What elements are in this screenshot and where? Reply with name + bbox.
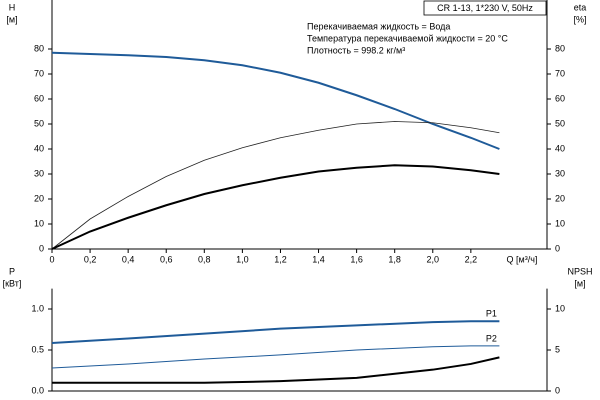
y2-tick-label: 5 — [555, 344, 560, 354]
y-tick-label: 80 — [34, 43, 44, 53]
y-tick-label: 0.5 — [31, 344, 44, 354]
y2-axis-unit: [%] — [573, 14, 586, 24]
x-tick-label: 1,0 — [236, 254, 249, 264]
annotation: Температура перекачиваемой жидкости = 20… — [307, 33, 508, 43]
y2-tick-label: 0 — [555, 243, 560, 253]
y2-axis-label: eta — [574, 2, 587, 12]
series-line — [51, 164, 500, 250]
series-line — [51, 345, 500, 369]
annotation: Плотность = 998.2 кг/м³ — [307, 45, 405, 55]
y-tick-label: 20 — [34, 193, 44, 203]
y-tick-label: 0.0 — [31, 385, 44, 395]
y2-tick-label: 30 — [555, 168, 565, 178]
x-axis-label: Q [м³/ч] — [507, 254, 538, 264]
y2-tick-label: 60 — [555, 93, 565, 103]
y-tick-label: 10 — [34, 218, 44, 228]
x-tick-label: 0,8 — [198, 254, 211, 264]
series-line — [52, 356, 500, 384]
x-tick-label: 1,4 — [312, 254, 325, 264]
y2-tick-label: 70 — [555, 68, 565, 78]
series-line — [51, 121, 500, 250]
y2-tick-label: 50 — [555, 118, 565, 128]
y2-axis-label: NPSH — [567, 266, 592, 276]
y-tick-label: 0 — [39, 243, 44, 253]
x-tick-label: 1,6 — [350, 254, 363, 264]
x-tick-label: 2,2 — [465, 254, 478, 264]
x-tick-label: 0 — [49, 254, 54, 264]
y-tick-label: 1.0 — [31, 303, 44, 313]
x-tick-label: 2,0 — [427, 254, 440, 264]
info-box-text: CR 1-13, 1*230 V, 50Hz — [437, 3, 533, 13]
annotation: Перекачиваемая жидкость = Вода — [307, 21, 450, 31]
series-label: P1 — [486, 309, 497, 319]
y-tick-label: 60 — [34, 93, 44, 103]
y-axis-label: H — [9, 2, 16, 12]
x-tick-label: 1,2 — [274, 254, 287, 264]
x-tick-label: 1,8 — [388, 254, 401, 264]
y2-tick-label: 10 — [555, 218, 565, 228]
y-tick-label: 50 — [34, 118, 44, 128]
y-axis-label: P — [9, 266, 15, 276]
y-tick-label: 30 — [34, 168, 44, 178]
y-tick-label: 70 — [34, 68, 44, 78]
series-line — [51, 320, 500, 345]
y-axis-unit: [кВт] — [3, 278, 22, 288]
info-box — [423, 0, 547, 16]
y2-tick-label: 10 — [555, 303, 565, 313]
y2-axis-unit: [м] — [574, 278, 585, 288]
series-label: P2 — [486, 333, 497, 343]
x-tick-label: 0,4 — [122, 254, 135, 264]
y-tick-label: 40 — [34, 143, 44, 153]
x-tick-label: 0,6 — [160, 254, 173, 264]
x-tick-label: 0,2 — [84, 254, 97, 264]
y2-tick-label: 20 — [555, 193, 565, 203]
y2-tick-label: 80 — [555, 43, 565, 53]
y2-tick-label: 40 — [555, 143, 565, 153]
series-line — [51, 51, 500, 150]
y2-tick-label: 0 — [555, 385, 560, 395]
y-axis-unit: [м] — [6, 14, 17, 24]
